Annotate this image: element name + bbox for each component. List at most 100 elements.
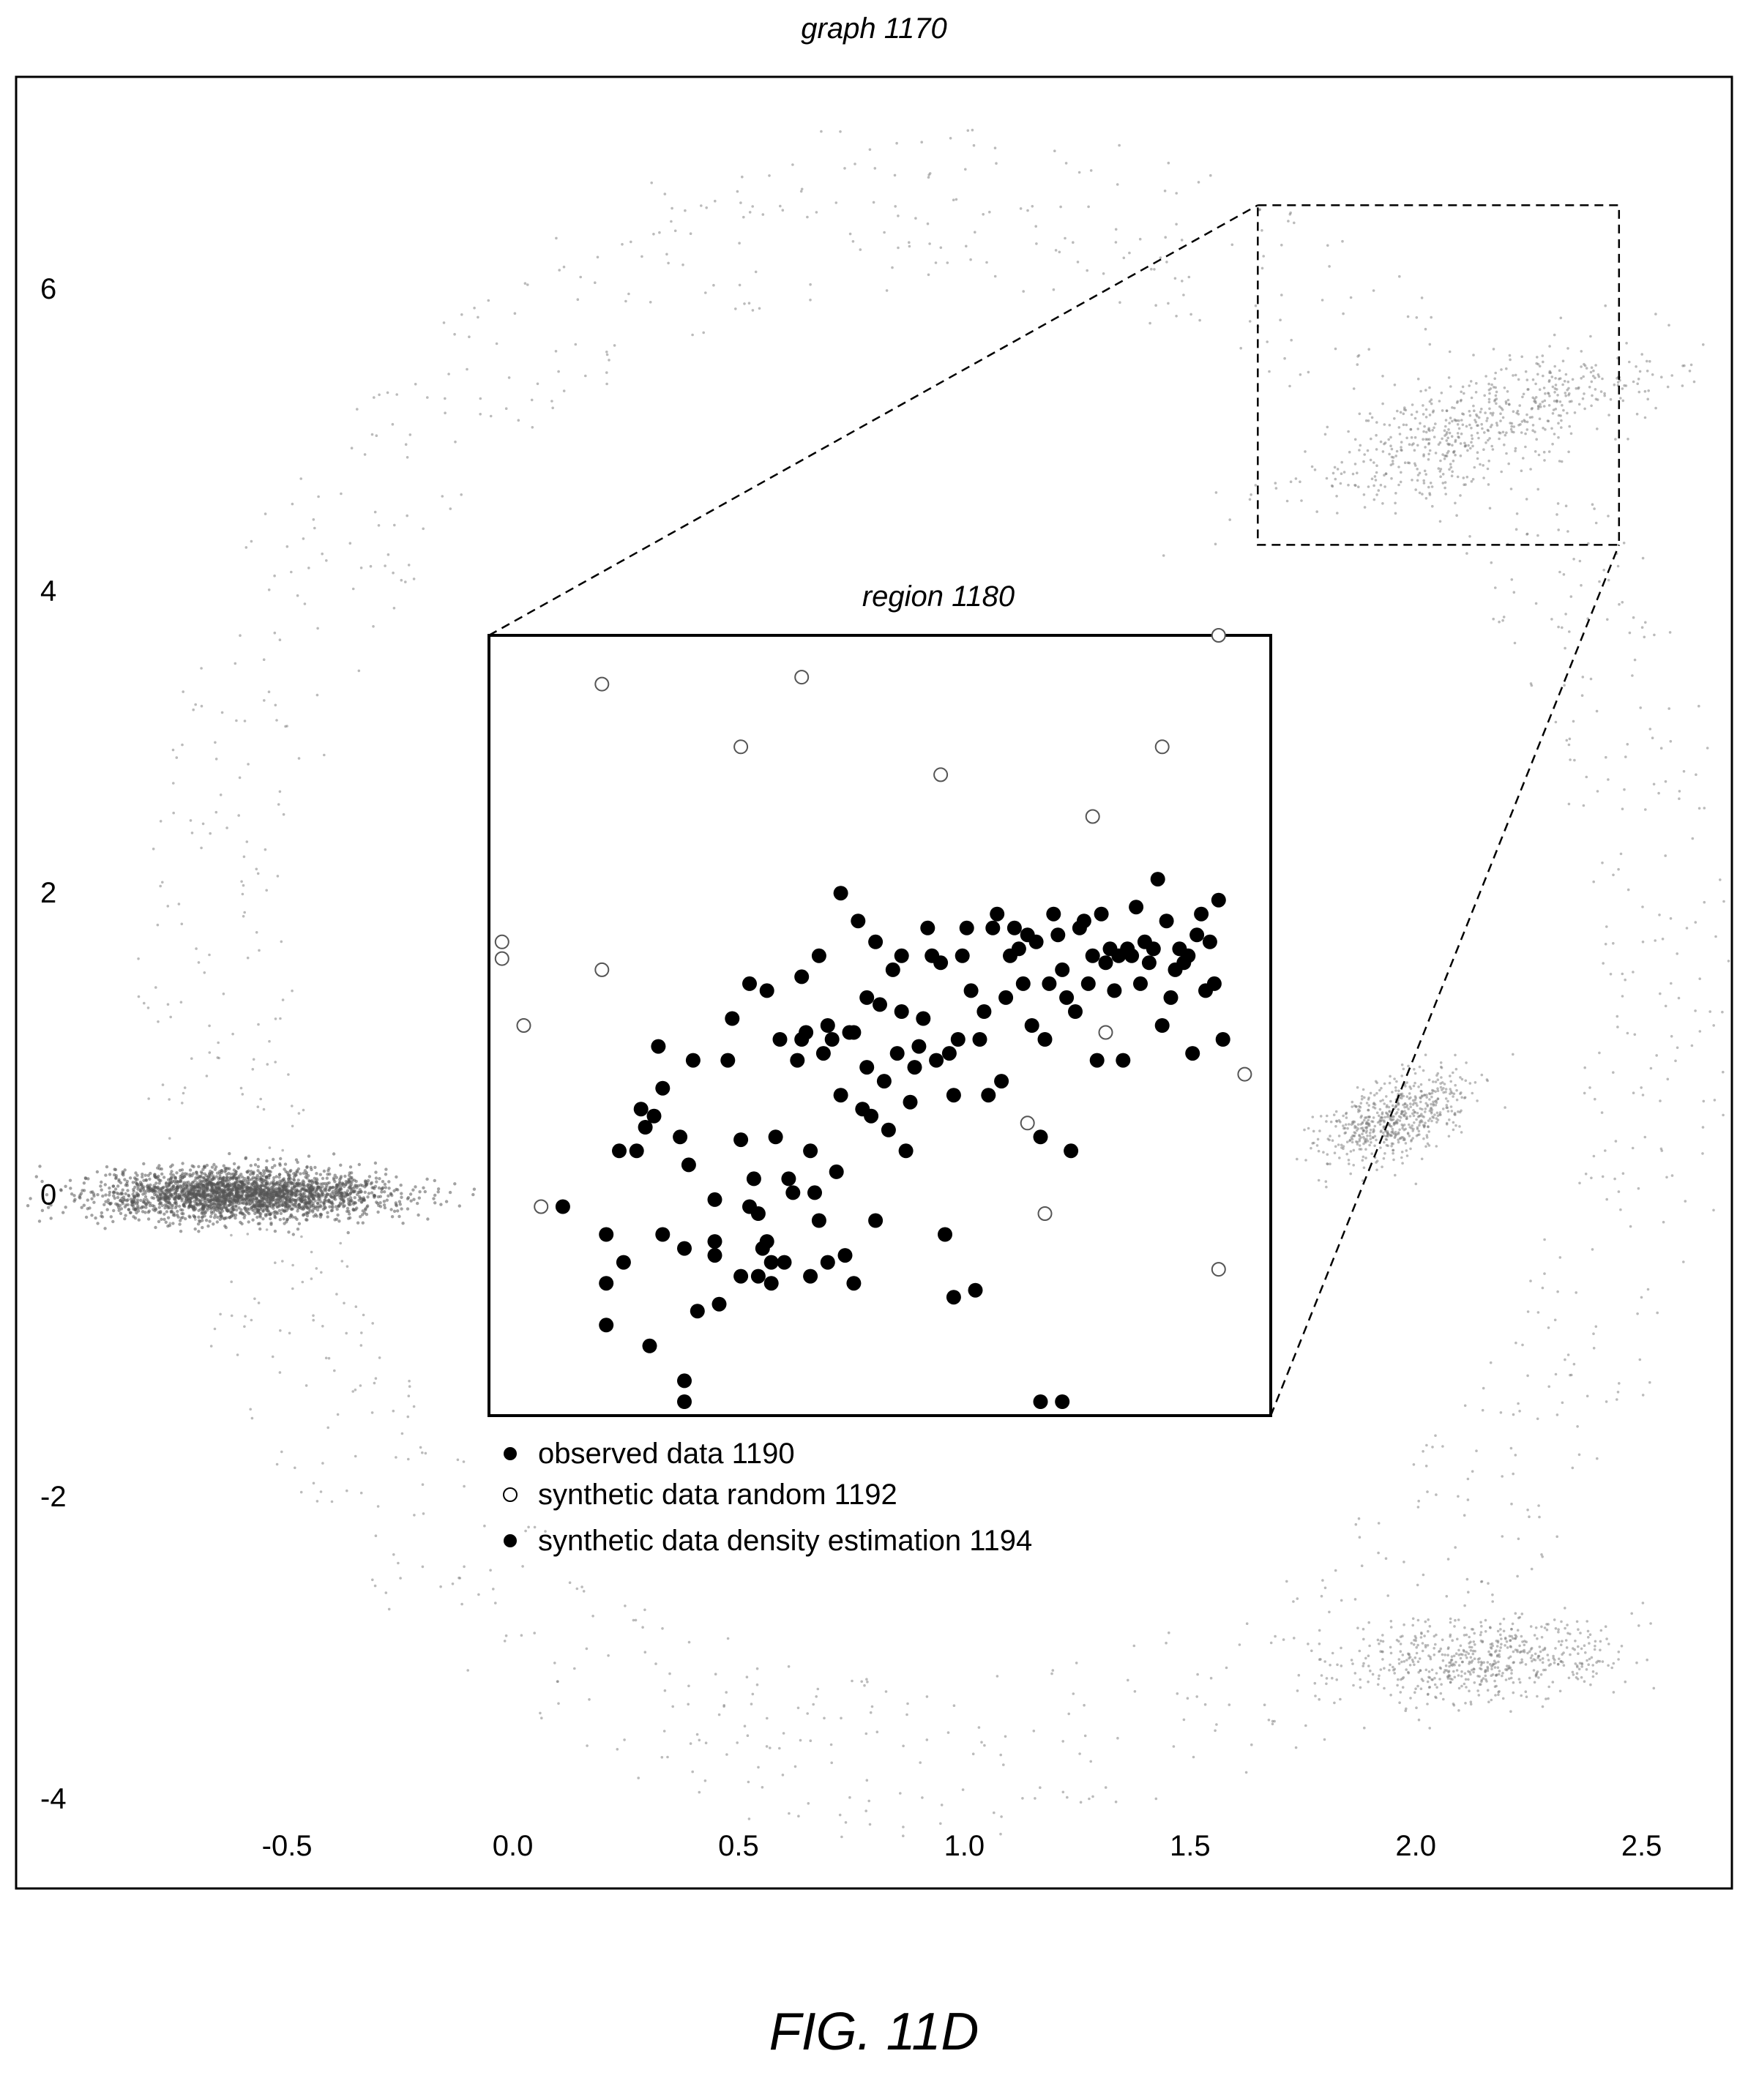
background-point — [1493, 1650, 1497, 1654]
background-point — [142, 1197, 146, 1202]
background-point — [1519, 1650, 1523, 1654]
background-point — [1359, 1116, 1362, 1119]
background-point — [1368, 1644, 1371, 1648]
background-point — [233, 1182, 236, 1186]
background-point — [1605, 925, 1608, 928]
background-point — [1479, 1664, 1483, 1667]
background-point — [333, 1180, 337, 1184]
background-point — [1317, 1149, 1321, 1153]
background-point — [1372, 1128, 1375, 1131]
background-point — [1182, 1718, 1186, 1722]
background-point — [1455, 1088, 1458, 1092]
background-point — [684, 209, 687, 212]
background-point — [266, 1207, 269, 1211]
background-point — [1288, 384, 1291, 388]
background-point — [1564, 394, 1567, 397]
background-point — [1254, 304, 1258, 307]
background-point — [160, 1203, 164, 1208]
background-point — [1481, 1640, 1484, 1644]
background-point — [1504, 433, 1507, 437]
background-point — [1424, 416, 1428, 419]
background-point — [348, 1191, 353, 1195]
background-point — [1510, 1627, 1513, 1631]
background-point — [1459, 1092, 1462, 1096]
background-point — [346, 1189, 350, 1193]
background-point — [1490, 1698, 1493, 1702]
background-point — [1358, 1135, 1362, 1137]
background-point — [253, 1163, 258, 1167]
background-point — [1463, 1604, 1466, 1607]
background-point — [1384, 1557, 1388, 1560]
background-point — [1648, 359, 1651, 363]
background-point — [1228, 518, 1231, 521]
background-point — [377, 1186, 381, 1190]
background-point — [1418, 491, 1422, 495]
background-point — [1546, 1654, 1550, 1656]
background-point — [1589, 335, 1592, 338]
background-point — [1399, 1650, 1402, 1653]
background-point — [396, 1209, 400, 1213]
background-point — [1567, 394, 1570, 397]
background-point — [1341, 239, 1344, 243]
background-point — [1564, 1626, 1566, 1630]
background-point — [1580, 350, 1583, 353]
background-point — [1422, 1137, 1425, 1140]
background-point — [1400, 441, 1403, 444]
background-point — [1411, 479, 1413, 482]
background-point — [1392, 1665, 1394, 1669]
background-point — [173, 1197, 176, 1200]
background-point — [1351, 1662, 1354, 1665]
background-point — [1542, 427, 1545, 430]
background-point — [1467, 1678, 1470, 1681]
background-point — [1545, 1628, 1549, 1632]
background-point — [1480, 1073, 1484, 1077]
background-point — [305, 1384, 308, 1387]
background-point — [1605, 1637, 1608, 1640]
background-point — [1424, 1053, 1427, 1056]
background-point — [1602, 962, 1605, 965]
background-point — [1626, 1031, 1629, 1035]
background-point — [1500, 368, 1503, 371]
background-point — [425, 1177, 429, 1181]
background-point — [1427, 1629, 1430, 1633]
background-point — [1514, 449, 1517, 452]
background-point — [1402, 1124, 1406, 1126]
background-point — [1414, 1687, 1417, 1690]
background-point — [1564, 1358, 1566, 1361]
background-point — [183, 1174, 187, 1178]
chart-title: graph 1170 — [801, 12, 946, 45]
background-point — [272, 1176, 276, 1180]
background-point — [254, 1181, 258, 1185]
background-point — [1313, 468, 1317, 471]
background-point — [1390, 1125, 1393, 1128]
background-point — [1590, 404, 1593, 408]
background-point — [1326, 425, 1329, 429]
background-point — [985, 261, 988, 264]
background-point — [725, 1691, 728, 1694]
background-point — [301, 1280, 305, 1284]
background-point — [1375, 1138, 1378, 1142]
background-point — [397, 1214, 401, 1219]
background-point — [378, 1205, 383, 1208]
background-point — [1454, 1661, 1457, 1664]
background-point — [255, 1173, 259, 1178]
background-point — [1571, 1670, 1575, 1674]
background-point — [1421, 1115, 1424, 1118]
background-point — [1493, 377, 1496, 381]
background-point — [1626, 888, 1630, 892]
background-point — [1651, 373, 1654, 376]
background-point — [94, 1216, 97, 1220]
background-point — [332, 1176, 336, 1180]
background-point — [663, 193, 667, 195]
background-point — [1395, 1080, 1398, 1083]
background-point — [748, 211, 752, 214]
background-point — [162, 1176, 166, 1179]
background-point — [400, 1192, 403, 1195]
background-point — [1489, 1643, 1493, 1646]
background-point — [1375, 493, 1378, 496]
background-point — [1628, 360, 1631, 364]
background-point — [1311, 1142, 1314, 1145]
background-point — [1531, 378, 1535, 381]
background-point — [1512, 1661, 1515, 1664]
background-point — [1393, 384, 1397, 386]
